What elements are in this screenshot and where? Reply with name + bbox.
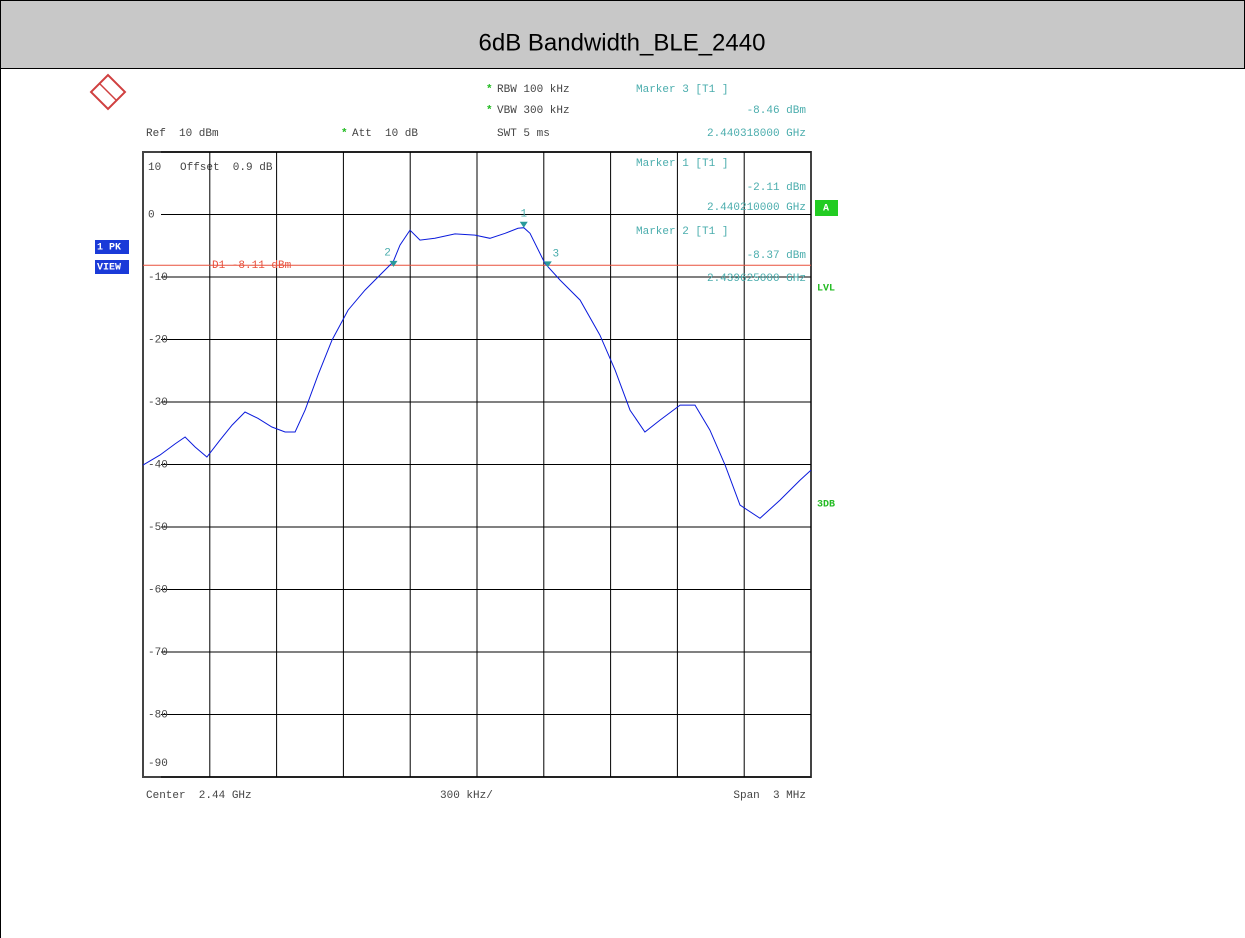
view: VIEW (97, 263, 121, 274)
flag: * (486, 84, 493, 96)
att: Att 10 dB (352, 128, 418, 140)
trace-a-box (815, 200, 838, 216)
marker-number: 2 (384, 248, 391, 260)
marker (543, 261, 552, 268)
display-line-label: D1 -8.11 dBm (212, 260, 292, 272)
trace-mode: 1 PK (97, 243, 121, 254)
marker (519, 221, 528, 228)
marker-freq: 2.440210000 GHz (707, 202, 806, 214)
flag: * (341, 128, 348, 140)
marker-freq: 2.440318000 GHz (707, 128, 806, 140)
y-tick-label: -40 (148, 459, 168, 471)
title-bar (0, 0, 1245, 69)
marker-label: Marker 2 [T1 ] (636, 226, 728, 238)
marker (389, 260, 398, 267)
ref: Ref 10 dBm (146, 128, 219, 140)
marker-value: -8.46 dBm (747, 105, 807, 117)
swt: SWT 5 ms (497, 128, 550, 140)
3db: 3DB (817, 500, 835, 511)
y-tick-label: 0 (148, 209, 155, 221)
y-tick-label: -10 (148, 272, 168, 284)
marker-number: 3 (553, 248, 560, 260)
lvl: LVL (817, 284, 835, 295)
rbw: RBW 100 kHz (497, 84, 570, 96)
logo (89, 73, 127, 111)
trace-a: A (823, 204, 829, 215)
trace-mode-box (95, 240, 129, 254)
marker-freq: 2.439625000 GHz (707, 273, 806, 285)
y-tick-label: -60 (148, 584, 168, 596)
vbw: VBW 300 kHz (497, 105, 570, 117)
marker-value: -2.11 dBm (747, 182, 807, 194)
marker-value: -8.37 dBm (747, 250, 807, 262)
view-box (95, 260, 129, 274)
y-tick-label: -50 (148, 522, 168, 534)
y-tick-label: -90 (148, 758, 168, 770)
center: Center 2.44 GHz (146, 790, 252, 802)
marker-label: Marker 1 [T1 ] (636, 158, 728, 170)
y-tick-label: -30 (148, 397, 168, 409)
y-tick-label: -20 (148, 334, 168, 346)
div: 300 kHz/ (440, 790, 493, 802)
offset: Offset 0.9 dB (180, 162, 273, 174)
y-tick-label: 10 (148, 162, 161, 174)
flag: * (486, 105, 493, 117)
y-tick-label: -80 (148, 709, 168, 721)
marker-number: 1 (520, 209, 527, 221)
span: Span 3 MHz (733, 790, 806, 802)
y-tick-label: -70 (148, 647, 168, 659)
trace (142, 227, 812, 519)
marker-label: Marker 3 [T1 ] (636, 84, 728, 96)
chart-title: 6dB Bandwidth_BLE_2440 (479, 29, 766, 56)
